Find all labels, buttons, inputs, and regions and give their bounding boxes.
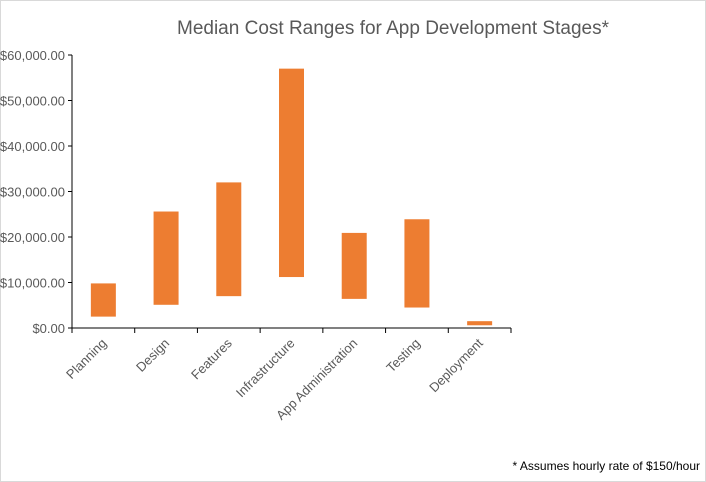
bar-planning bbox=[90, 283, 116, 317]
x-tick-label: Testing bbox=[383, 336, 423, 376]
y-tick-label: $30,000.00 bbox=[0, 185, 65, 200]
bar-infrastructure bbox=[279, 68, 304, 278]
x-tick-label: Features bbox=[188, 335, 235, 382]
bar-app-administration bbox=[341, 232, 367, 299]
y-tick-label: $10,000.00 bbox=[0, 276, 65, 291]
y-tick-label: $40,000.00 bbox=[0, 139, 65, 154]
bar-design bbox=[153, 211, 179, 305]
footnote: * Assumes hourly rate of $150/hour bbox=[513, 459, 700, 473]
y-tick-label: $50,000.00 bbox=[0, 94, 65, 109]
y-tick-label: $0.00 bbox=[32, 321, 65, 336]
chart-title: Median Cost Ranges for App Development S… bbox=[177, 18, 610, 39]
y-tick-label: $20,000.00 bbox=[0, 230, 65, 245]
x-tick-label: Planning bbox=[63, 336, 109, 382]
x-tick-label: Deployment bbox=[426, 335, 486, 395]
y-tick-label: $60,000.00 bbox=[0, 48, 65, 63]
x-tick-label: Design bbox=[133, 336, 172, 375]
x-tick-label: Infrastructure bbox=[233, 336, 298, 401]
bar-testing bbox=[404, 219, 430, 308]
bar-features bbox=[216, 182, 242, 297]
bar-deployment bbox=[467, 321, 493, 326]
